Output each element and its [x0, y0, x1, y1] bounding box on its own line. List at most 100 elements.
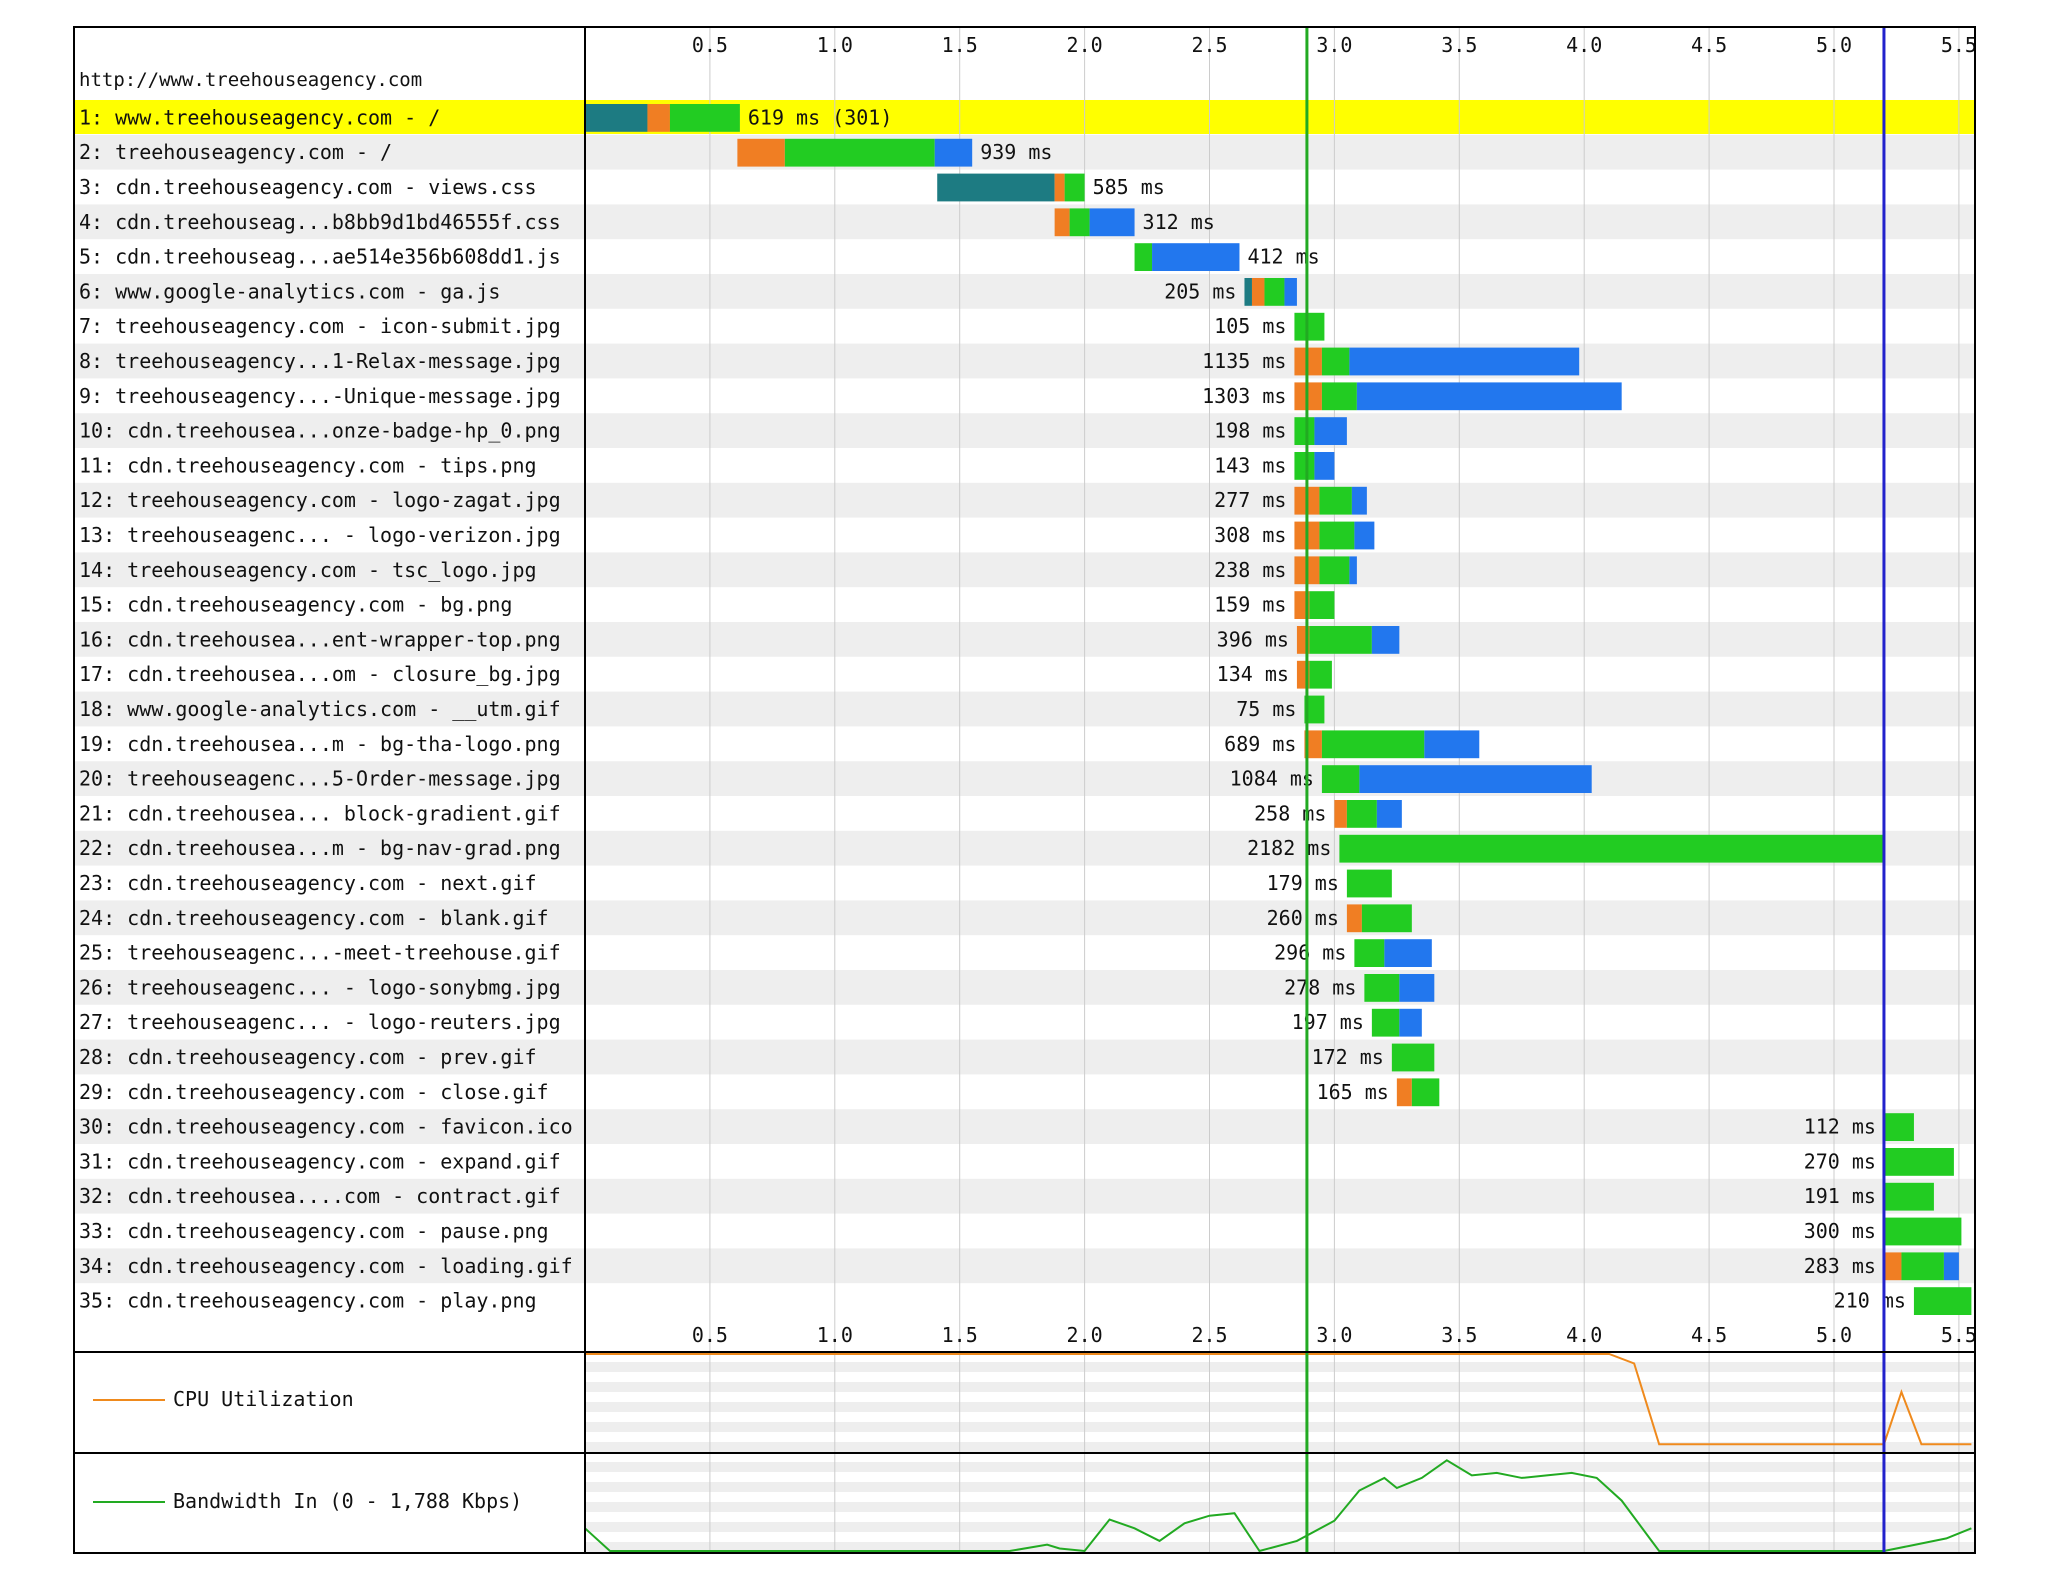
bar-download [1152, 243, 1240, 271]
timing-label: 143 ms [1214, 453, 1286, 477]
request-label: 31: cdn.treehouseagency.com - expand.gif [79, 1149, 561, 1173]
bar-connect [737, 138, 785, 167]
request-label: 9: treehouseagency...-Unique-message.jpg [79, 384, 561, 408]
bar-ttfb [1361, 904, 1412, 933]
bar-download [1371, 626, 1400, 654]
panel-stripe [585, 1382, 1975, 1392]
row-stripe [75, 413, 1975, 448]
bar-download [1351, 486, 1367, 515]
bar-download [1356, 382, 1622, 411]
row-stripe [75, 134, 1975, 170]
timing-label: 939 ms [980, 140, 1052, 164]
bar-ttfb [1321, 765, 1360, 793]
bar-dns [585, 104, 648, 132]
panel-stripe [585, 1442, 1975, 1452]
bandwidth-line [584, 1459, 1972, 1553]
panel-stripe [585, 1362, 1975, 1372]
tick-label-top: 1.0 [817, 33, 853, 57]
timing-label: 278 ms [1284, 975, 1356, 999]
bar-ttfb [1321, 730, 1425, 759]
panel-stripe [585, 1462, 1975, 1472]
timing-label: 619 ms (301) [748, 105, 893, 129]
bar-ttfb [1364, 974, 1400, 1002]
request-bars [585, 104, 1972, 1315]
timing-label: 283 ms [1804, 1254, 1876, 1278]
row-stripe [75, 482, 1975, 518]
tick-label-top: 1.5 [942, 33, 978, 57]
timing-label: 238 ms [1214, 558, 1286, 582]
page-url: http://www.treehouseagency.com [79, 69, 422, 91]
row-stripe [75, 552, 1975, 588]
timing-label: 270 ms [1804, 1149, 1876, 1173]
bar-connect [1054, 208, 1070, 237]
timing-label: 75 ms [1236, 697, 1296, 721]
bar-ttfb [1354, 939, 1385, 967]
bar-ttfb [1134, 243, 1153, 271]
timing-label: 1303 ms [1202, 384, 1286, 408]
row-stripe [75, 1248, 1975, 1284]
bar-ttfb [1294, 312, 1325, 341]
bar-connect [1396, 1078, 1412, 1107]
panel-stripe [585, 1502, 1975, 1512]
row-stripe [75, 204, 1975, 240]
request-label: 8: treehouseagency...1-Relax-message.jpg [79, 349, 561, 373]
bar-ttfb [1319, 486, 1352, 515]
request-label: 4: cdn.treehouseag...b8bb9d1bd46555f.css [79, 210, 561, 234]
row-stripe [75, 691, 1975, 727]
bar-ttfb [1319, 521, 1355, 550]
timing-label: 277 ms [1214, 488, 1286, 512]
tick-label-bottom: 0.5 [692, 1323, 728, 1347]
bar-download [1314, 417, 1347, 445]
bar-connect [647, 104, 670, 132]
timing-label: 197 ms [1292, 1010, 1364, 1034]
bandwidth-panel [584, 1459, 1972, 1553]
bar-download [1424, 730, 1480, 759]
timing-label: 191 ms [1804, 1184, 1876, 1208]
bar-ttfb [1883, 1148, 1954, 1176]
request-label: 28: cdn.treehouseagency.com - prev.gif [79, 1045, 537, 1069]
tick-label-bottom: 3.5 [1441, 1323, 1477, 1347]
tick-label-top: 3.5 [1441, 33, 1477, 57]
timing-label: 312 ms [1143, 210, 1215, 234]
request-label: 18: www.google-analytics.com - __utm.gif [79, 697, 561, 721]
tick-label-bottom: 2.5 [1191, 1323, 1227, 1347]
timing-label: 172 ms [1312, 1045, 1384, 1069]
bar-ttfb [1901, 1252, 1944, 1281]
timing-label: 134 ms [1217, 662, 1289, 686]
timing-label: 112 ms [1804, 1115, 1876, 1139]
timing-label: 179 ms [1267, 871, 1339, 895]
bar-connect [1883, 1252, 1902, 1281]
tick-label-top: 5.0 [1816, 33, 1852, 57]
request-label: 29: cdn.treehouseagency.com - close.gif [79, 1080, 549, 1104]
row-stripe [75, 622, 1975, 657]
bar-ttfb [1321, 382, 1357, 411]
panel-stripe [585, 1522, 1975, 1532]
timing-label: 689 ms [1224, 732, 1296, 756]
row-stripe [75, 761, 1975, 796]
event-lines [1305, 27, 1886, 1553]
request-label: 26: treehouseagenc... - logo-sonybmg.jpg [79, 975, 561, 999]
bar-download [934, 138, 973, 167]
bar-download [1376, 800, 1402, 828]
tick-label-bottom: 4.5 [1691, 1323, 1727, 1347]
bar-download [1354, 521, 1375, 550]
tick-label-bottom: 5.5 [1941, 1323, 1977, 1347]
request-label: 15: cdn.treehouseagency.com - bg.png [79, 593, 512, 617]
bar-ttfb [1309, 660, 1332, 689]
request-label: 3: cdn.treehouseagency.com - views.css [79, 175, 537, 199]
request-label: 2: treehouseagency.com - / [79, 140, 392, 164]
timing-label: 585 ms [1093, 175, 1165, 199]
bar-ttfb [1371, 1008, 1400, 1037]
bar-download [1314, 452, 1335, 480]
bar-connect [1334, 800, 1347, 828]
row-stripe [75, 1039, 1975, 1075]
timing-label: 159 ms [1214, 593, 1286, 617]
bar-dns [1244, 278, 1252, 306]
highlight-row-bg [75, 100, 1975, 134]
tick-label-bottom: 1.0 [817, 1323, 853, 1347]
bar-ttfb [1913, 1287, 1972, 1315]
timing-label: 296 ms [1274, 941, 1346, 965]
request-label: 34: cdn.treehouseagency.com - loading.gi… [79, 1254, 573, 1278]
request-label: 1: www.treehouseagency.com - / [79, 105, 440, 129]
request-label: 6: www.google-analytics.com - ga.js [79, 279, 500, 303]
